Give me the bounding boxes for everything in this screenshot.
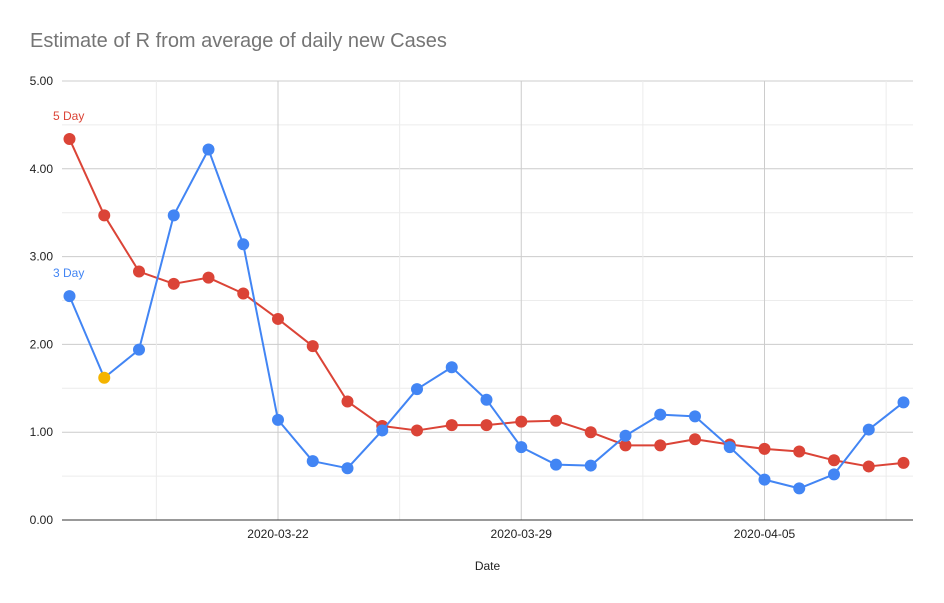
data-point	[515, 441, 528, 454]
series-line	[68, 138, 904, 468]
data-point	[793, 482, 806, 495]
data-point	[828, 468, 840, 481]
series-line	[68, 148, 905, 490]
data-point	[376, 424, 389, 437]
data-point	[480, 393, 493, 406]
y-tick-label: 5.00	[30, 74, 54, 88]
data-point	[237, 238, 250, 251]
y-tick-label: 1.00	[30, 425, 54, 439]
data-point	[98, 209, 111, 222]
data-point	[897, 456, 910, 469]
x-axis-title: Date	[475, 559, 501, 573]
data-point	[550, 458, 562, 471]
series-label: 3 Day	[53, 266, 84, 280]
y-tick-label: 4.00	[30, 162, 54, 176]
data-point	[619, 439, 632, 452]
data-point	[758, 473, 771, 486]
data-point	[272, 413, 284, 426]
x-tick-label: 2020-04-05	[734, 527, 796, 541]
data-point	[515, 415, 528, 428]
data-point	[167, 209, 180, 222]
data-point	[202, 143, 215, 156]
data-point	[133, 343, 145, 356]
data-point	[723, 441, 736, 454]
data-point	[584, 459, 597, 472]
y-tick-label: 0.00	[30, 513, 54, 527]
data-point	[63, 132, 76, 145]
data-point	[133, 265, 145, 278]
data-point	[445, 419, 458, 432]
chart-title: Estimate of R from average of daily new …	[30, 30, 447, 52]
data-point	[411, 424, 423, 437]
y-tick-label: 2.00	[30, 337, 54, 351]
data-point	[584, 426, 597, 439]
data-point	[445, 361, 458, 374]
data-point	[758, 442, 771, 455]
data-point	[202, 271, 215, 284]
data-point	[63, 290, 76, 303]
data-point	[654, 439, 667, 452]
data-point	[411, 383, 423, 396]
data-point	[306, 340, 319, 353]
data-point	[550, 414, 562, 427]
x-tick-label: 2020-03-22	[247, 527, 309, 541]
data-point	[897, 396, 910, 409]
data-point	[689, 410, 701, 423]
series-label: 5 Day	[53, 109, 84, 123]
data-point	[480, 419, 493, 432]
y-tick-label: 3.00	[30, 250, 54, 264]
data-point	[793, 445, 806, 458]
data-point	[306, 455, 319, 468]
data-point	[619, 429, 632, 442]
data-point	[272, 312, 284, 325]
x-tick-label: 2020-03-29	[491, 527, 553, 541]
data-point	[828, 454, 840, 467]
data-point	[862, 460, 875, 473]
data-point	[98, 371, 111, 384]
data-point	[341, 462, 354, 475]
data-point	[167, 277, 180, 290]
data-point	[654, 408, 667, 421]
data-point	[341, 395, 354, 408]
data-point	[689, 433, 701, 446]
data-point	[862, 423, 875, 436]
data-point	[237, 287, 250, 300]
